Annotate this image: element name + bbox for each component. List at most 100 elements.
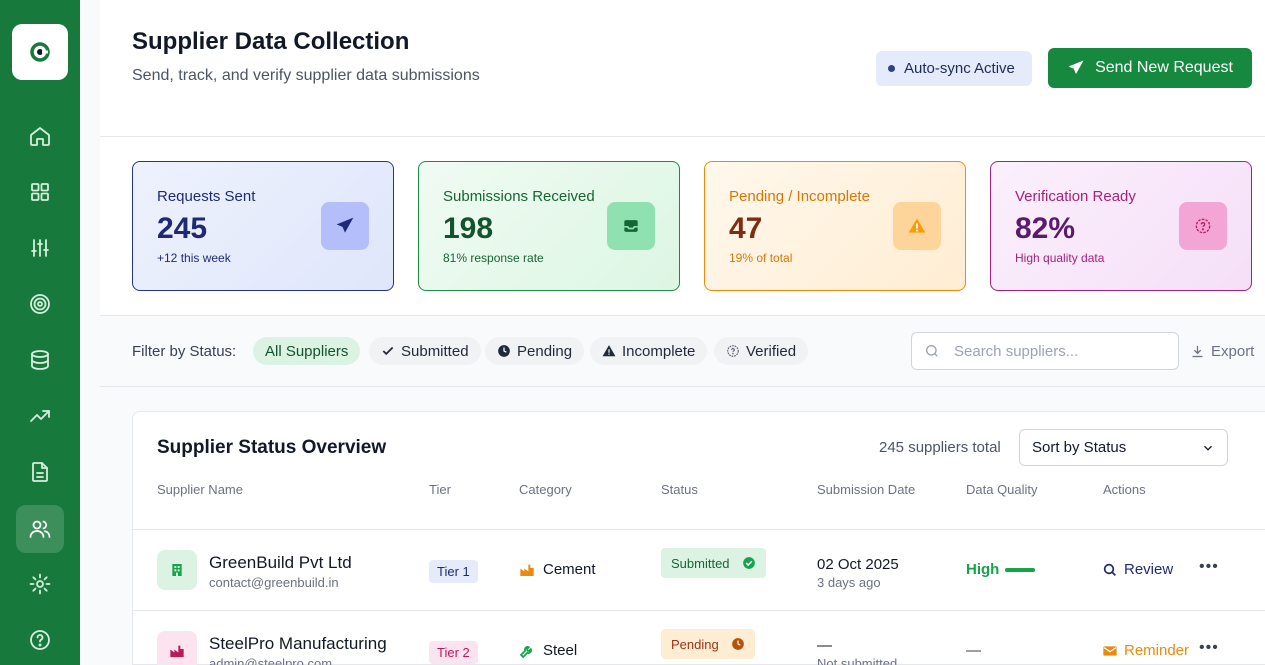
stat-value: 245 [157, 212, 208, 245]
envelope-icon [1103, 645, 1117, 656]
nav-document-icon[interactable] [16, 448, 64, 496]
stat-note: 19% of total [729, 251, 793, 265]
review-button[interactable]: Review [1102, 561, 1173, 578]
stat-value: 198 [443, 212, 494, 245]
question-badge-icon [1179, 202, 1227, 250]
stat-card-verification-ready[interactable]: Verification Ready 82% High quality data [990, 161, 1252, 291]
sort-label: Sort by Status [1032, 439, 1127, 456]
send-new-request-label: Send New Request [1095, 59, 1233, 76]
page-header: Supplier Data Collection Send, track, an… [100, 0, 1265, 137]
app-logo[interactable] [12, 24, 68, 80]
stat-value: 47 [729, 212, 763, 245]
chip-label: Incomplete [622, 342, 696, 360]
column-header-data-quality[interactable]: Data Quality [966, 482, 1038, 497]
stat-label: Submissions Received [443, 188, 595, 205]
column-header-supplier-name[interactable]: Supplier Name [157, 482, 243, 497]
status-badge: Pending [661, 629, 755, 659]
sort-select[interactable]: Sort by Status [1019, 429, 1228, 466]
search-icon [1103, 563, 1116, 576]
export-label: Export [1211, 343, 1255, 360]
search-icon [926, 345, 938, 357]
paper-plane-icon [321, 202, 369, 250]
more-options-icon[interactable]: ••• [1199, 639, 1219, 656]
tier-badge: Tier 2 [429, 641, 478, 664]
stat-card-pending-incomplete[interactable]: Pending / Incomplete 47 19% of total [704, 161, 966, 291]
autosync-label: Auto-sync Active [904, 60, 1015, 77]
supplier-table-card: Supplier Status Overview 245 suppliers t… [132, 411, 1265, 665]
more-options-icon[interactable]: ••• [1199, 558, 1219, 575]
status-dot-icon [888, 65, 895, 72]
nav-target-icon[interactable] [16, 280, 64, 328]
chip-label: Verified [746, 342, 797, 360]
category: Cement [519, 561, 596, 578]
supplier-email: admin@steelpro.com [209, 656, 333, 665]
filter-chip-submitted[interactable]: Submitted [369, 337, 481, 365]
paper-plane-icon [1068, 60, 1084, 74]
supplier-name: SteelPro Manufacturing [209, 634, 387, 653]
supplier-email: contact@greenbuild.in [209, 575, 339, 590]
sidebar [0, 0, 80, 665]
supplier-name: GreenBuild Pvt Ltd [209, 553, 352, 572]
column-header-category[interactable]: Category [519, 482, 572, 497]
data-quality: — [966, 642, 981, 659]
search-box[interactable] [911, 332, 1179, 370]
clock-icon [498, 345, 510, 357]
column-header-actions: Actions [1103, 482, 1146, 497]
page-subtitle: Send, track, and verify supplier data su… [132, 67, 480, 84]
checkmark-icon [382, 346, 394, 356]
nav-settings-icon[interactable] [16, 560, 64, 608]
page-title: Supplier Data Collection [132, 28, 410, 55]
send-new-request-button[interactable]: Send New Request [1048, 48, 1252, 88]
stat-card-requests-sent[interactable]: Requests Sent 245 +12 this week [132, 161, 394, 291]
chip-label: Submitted [401, 342, 469, 360]
nav-sliders-icon[interactable] [16, 224, 64, 272]
autosync-badge: Auto-sync Active [876, 51, 1032, 86]
filter-chip-pending[interactable]: Pending [485, 337, 585, 365]
chip-label: All Suppliers [265, 342, 349, 360]
nav-trending-icon[interactable] [16, 392, 64, 440]
chevron-down-icon [1204, 445, 1212, 451]
stats-section: Requests Sent 245 +12 this week Submissi… [100, 137, 1265, 316]
category-label: Cement [543, 561, 596, 578]
main-content: Supplier Data Collection Send, track, an… [80, 0, 1265, 665]
check-circle-icon [742, 557, 755, 569]
table-row[interactable]: GreenBuild Pvt Ltd contact@greenbuild.in… [133, 530, 1265, 611]
nav-help-icon[interactable] [16, 616, 64, 664]
column-header-status[interactable]: Status [661, 482, 698, 497]
data-quality: High [966, 561, 1036, 578]
status-label: Pending [671, 636, 719, 652]
category-label: Steel [543, 642, 578, 659]
filter-chip-all-suppliers[interactable]: All Suppliers [253, 337, 361, 365]
filter-chip-verified[interactable]: Verified [714, 337, 809, 365]
stat-value: 82% [1015, 212, 1076, 245]
stat-label: Requests Sent [157, 188, 256, 205]
warning-icon [893, 202, 941, 250]
clock-icon [731, 638, 744, 650]
quality-label: — [966, 642, 981, 659]
factory-icon [157, 631, 197, 665]
stat-label: Verification Ready [1015, 188, 1136, 205]
table-row[interactable]: SteelPro Manufacturing admin@steelpro.co… [133, 611, 1265, 665]
stat-label: Pending / Incomplete [729, 188, 870, 205]
export-button[interactable]: Export [1190, 343, 1254, 360]
filter-bar: Filter by Status: All Suppliers Submitte… [100, 316, 1265, 387]
nav-home-icon[interactable] [16, 112, 64, 160]
nav-database-icon[interactable] [16, 336, 64, 384]
verified-badge-icon [727, 345, 739, 357]
warning-icon [602, 345, 616, 357]
column-header-submission-date[interactable]: Submission Date [817, 482, 916, 497]
submission-date: 02 Oct 2025 [817, 556, 899, 573]
submission-ago: Not submitted [817, 656, 898, 665]
filter-chip-incomplete[interactable]: Incomplete [590, 337, 708, 365]
search-input[interactable] [954, 342, 1154, 360]
status-label: Submitted [671, 555, 730, 571]
reminder-button[interactable]: Reminder [1102, 642, 1189, 659]
stat-card-submissions-received[interactable]: Submissions Received 198 81% response ra… [418, 161, 680, 291]
stat-note: High quality data [1015, 251, 1105, 265]
nav-dashboard-icon[interactable] [16, 168, 64, 216]
action-label: Review [1124, 561, 1174, 578]
stat-note: +12 this week [157, 251, 231, 265]
building-icon [157, 550, 197, 590]
column-header-tier[interactable]: Tier [429, 482, 451, 497]
nav-suppliers-icon[interactable] [16, 505, 64, 553]
